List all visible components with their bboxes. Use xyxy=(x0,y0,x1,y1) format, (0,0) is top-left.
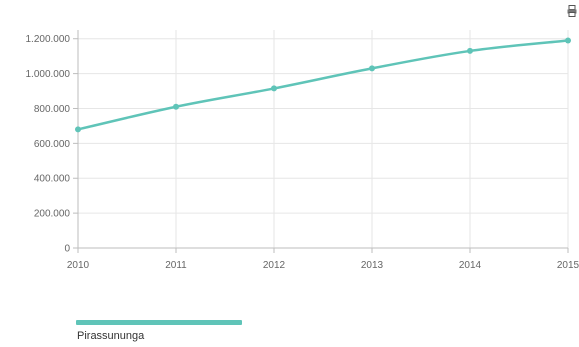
y-tick-label: 400.000 xyxy=(34,174,71,185)
axes xyxy=(73,30,569,253)
x-tick-label: 2012 xyxy=(263,260,286,271)
data-point[interactable] xyxy=(271,85,277,92)
data-point[interactable] xyxy=(75,126,81,133)
data-point[interactable] xyxy=(173,103,179,110)
x-tick-label: 2013 xyxy=(361,260,384,271)
legend-swatch xyxy=(76,320,242,325)
series-line[interactable] xyxy=(77,39,569,131)
series-layer xyxy=(75,37,571,133)
y-tick-label: 200.000 xyxy=(34,209,71,220)
x-tick-label: 2011 xyxy=(165,260,187,271)
legend-label: Pirassununga xyxy=(77,330,145,342)
y-tick-label: 0 xyxy=(64,244,70,255)
x-tick-label: 2010 xyxy=(67,260,90,271)
print-icon[interactable] xyxy=(567,4,577,17)
grid xyxy=(78,30,569,248)
x-tick-label: 2014 xyxy=(459,260,482,271)
y-tick-label: 1.200.000 xyxy=(26,34,71,45)
y-tick-label: 600.000 xyxy=(34,139,71,150)
tick-labels: 0 200.000 400.000 600.000 800.000 1.000.000 1.… xyxy=(26,34,579,271)
x-tick-label: 2015 xyxy=(557,260,579,271)
data-point[interactable] xyxy=(565,37,571,44)
data-point[interactable] xyxy=(369,65,375,72)
y-tick-label: 800.000 xyxy=(34,104,71,115)
y-tick-label: 1.000.000 xyxy=(26,69,71,80)
data-point[interactable] xyxy=(467,47,473,54)
